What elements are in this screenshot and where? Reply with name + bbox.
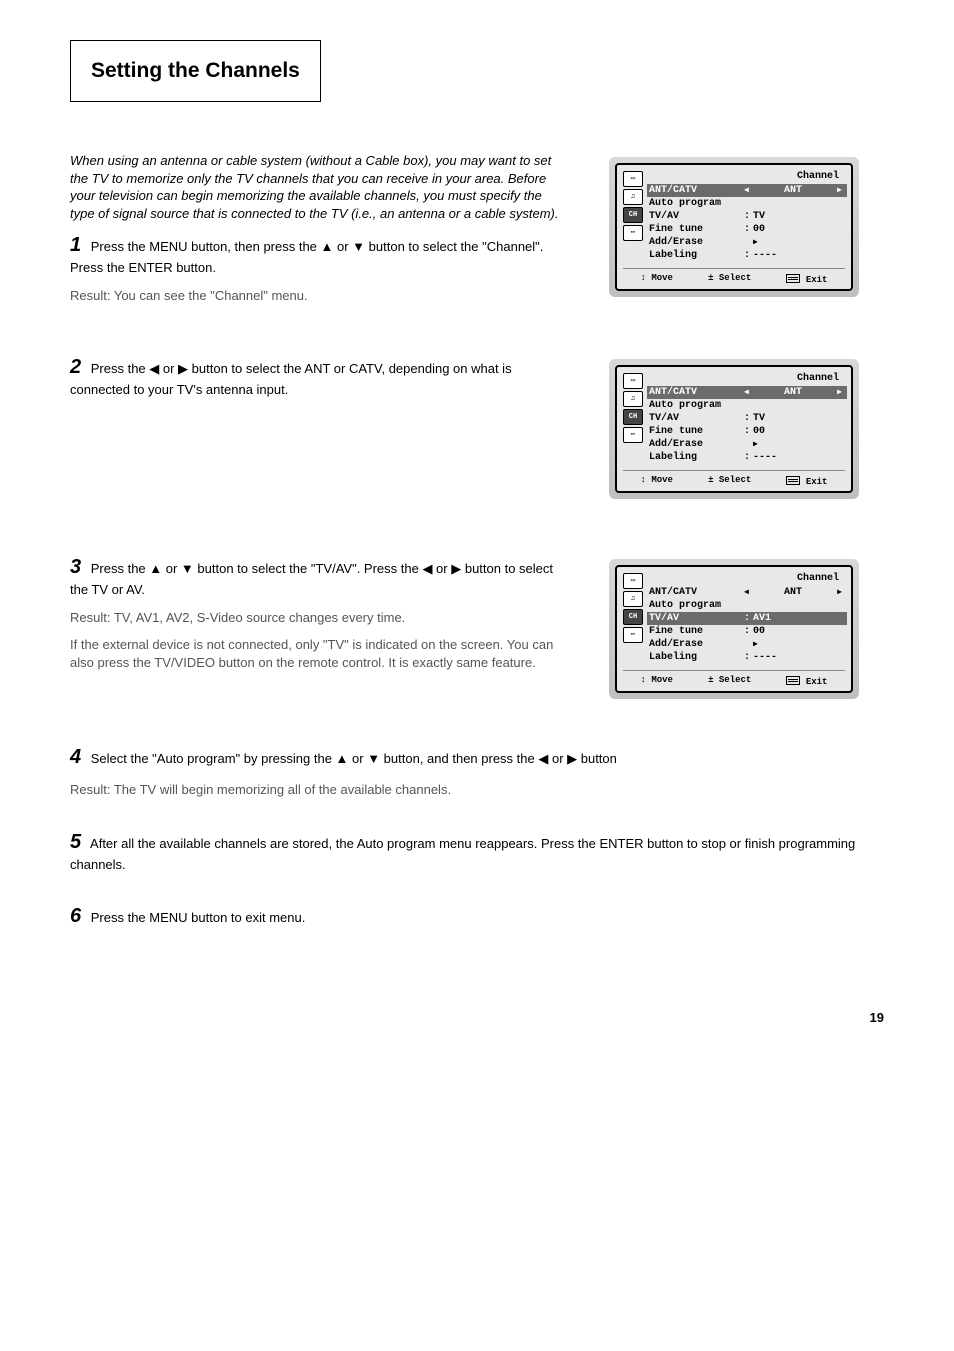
step-3-note: If the external device is not connected,… (70, 636, 564, 671)
osd-icon-setup: ⋯ (623, 627, 643, 643)
osd-footer-select: Select (708, 675, 751, 687)
right-arrow-icon (834, 587, 845, 598)
osd-icon-sound: ♫ (623, 391, 643, 407)
step-1-row: When using an antenna or cable system (w… (70, 142, 884, 314)
step-3-instruction: Press the ▲ or ▼ button to select the "T… (70, 561, 553, 597)
osd-screenshot-1: ▭ ♫ CH ⋯ Channel ANT/CATVANT Auto progra… (609, 157, 859, 297)
right-arrow-icon (753, 439, 845, 450)
osd-icon-sound: ♫ (623, 189, 643, 205)
left-arrow-icon (741, 587, 752, 598)
right-arrow-icon (753, 237, 845, 248)
step-1-text: When using an antenna or cable system (w… (70, 142, 584, 314)
page-number: 19 (70, 1010, 884, 1025)
step-2-instruction: Press the ◀ or ▶ button to select the AN… (70, 361, 512, 397)
left-arrow-icon (741, 185, 752, 196)
osd-screenshot-2: ▭ ♫ CH ⋯ Channel ANT/CATVANT Auto progra… (609, 359, 859, 499)
osd-footer-move: Move (641, 273, 673, 285)
right-arrow-icon (834, 387, 845, 398)
step-1-number: 1 (70, 234, 81, 256)
osd-icon-setup: ⋯ (623, 225, 643, 241)
step-1-result: Result: You can see the "Channel" menu. (70, 287, 564, 305)
osd-footer-exit: Exit (786, 675, 827, 687)
step-5-instruction: After all the available channels are sto… (70, 836, 855, 872)
osd-title: Channel (649, 373, 845, 384)
step-3-text: 3 Press the ▲ or ▼ button to select the … (70, 544, 584, 681)
step-2-row: 2 Press the ◀ or ▶ button to select the … (70, 344, 884, 514)
osd-footer-exit: Exit (786, 273, 827, 285)
step-3-row: 3 Press the ▲ or ▼ button to select the … (70, 544, 884, 714)
step-4-result: Result: The TV will begin memorizing all… (70, 781, 884, 799)
step-3-result: Result: TV, AV1, AV2, S-Video source cha… (70, 609, 564, 627)
osd-icon-channel: CH (623, 609, 643, 625)
osd-icon-picture: ▭ (623, 171, 643, 187)
step-1-instruction: Press the MENU button, then press the ▲ … (70, 239, 543, 275)
step-6-instruction: Press the MENU button to exit menu. (91, 910, 306, 925)
step-4-instruction: Select the "Auto program" by pressing th… (91, 751, 617, 766)
osd-icon-setup: ⋯ (623, 427, 643, 443)
osd-icon-sound: ♫ (623, 591, 643, 607)
osd-footer-move: Move (641, 475, 673, 487)
intro-paragraph: When using an antenna or cable system (w… (70, 152, 564, 222)
remaining-steps: 4 Select the "Auto program" by pressing … (70, 744, 884, 930)
osd-icon-channel: CH (623, 409, 643, 425)
osd-title: Channel (649, 573, 845, 584)
osd-icon-picture: ▭ (623, 573, 643, 589)
section-heading: Setting the Channels (70, 40, 321, 102)
osd-footer-move: Move (641, 675, 673, 687)
osd-footer-select: Select (708, 475, 751, 487)
step-6-number: 6 (70, 905, 81, 927)
step-3-number: 3 (70, 556, 81, 578)
step-2-number: 2 (70, 356, 81, 378)
left-arrow-icon (741, 387, 752, 398)
osd-icon-channel: CH (623, 207, 643, 223)
osd-screenshot-3: ▭ ♫ CH ⋯ Channel ANT/CATVANT Auto progra… (609, 559, 859, 699)
osd-icon-picture: ▭ (623, 373, 643, 389)
osd-footer-exit: Exit (786, 475, 827, 487)
step-2-text: 2 Press the ◀ or ▶ button to select the … (70, 344, 584, 409)
osd-footer-select: Select (708, 273, 751, 285)
step-5-number: 5 (70, 831, 81, 853)
step-4-number: 4 (70, 746, 81, 768)
right-arrow-icon (834, 185, 845, 196)
osd-title: Channel (649, 171, 845, 182)
right-arrow-icon (753, 639, 845, 650)
